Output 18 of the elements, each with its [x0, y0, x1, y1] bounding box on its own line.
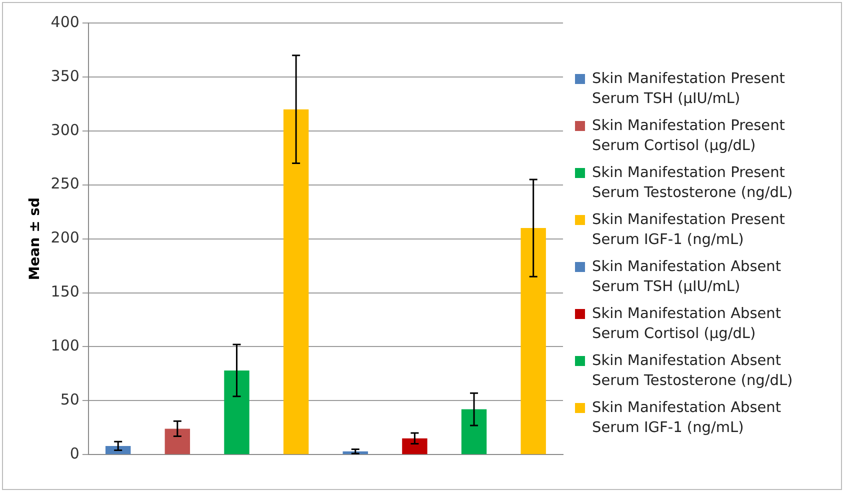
y-tick-label: 100: [50, 336, 80, 355]
legend-label: Skin Manifestation Absent Serum TSH (µIU/mL): [592, 258, 782, 297]
legend-label: Skin Manifestation Present Serum Testosterone (ng/dL): [592, 164, 794, 203]
y-tick-label: 300: [50, 120, 80, 139]
y-tick-label: 0: [70, 444, 80, 462]
legend-label: Skin Manifestation Present Serum Cortisol (µg/dL): [592, 117, 786, 156]
legend-label: Skin Manifestation Absent Serum Cortisol (µg/dL): [592, 305, 782, 344]
y-tick-label: 50: [60, 390, 80, 409]
y-tick-label: 150: [50, 282, 80, 301]
legend-label: Skin Manifestation Present Serum TSH (µIU/mL): [592, 70, 786, 109]
y-tick-label: 200: [50, 228, 80, 247]
y-axis-title: Mean ± sd: [27, 197, 44, 280]
y-tick-label: 400: [50, 12, 80, 31]
y-tick-label: 250: [50, 174, 80, 193]
legend-label: Skin Manifestation Absent Serum Testosterone (ng/dL): [592, 352, 794, 391]
legend-label: Skin Manifestation Present Serum IGF-1 (ng/mL): [592, 211, 786, 250]
y-tick-label: 350: [50, 66, 80, 85]
legend-label: Skin Manifestation Absent Serum IGF-1 (ng/mL): [592, 399, 782, 438]
